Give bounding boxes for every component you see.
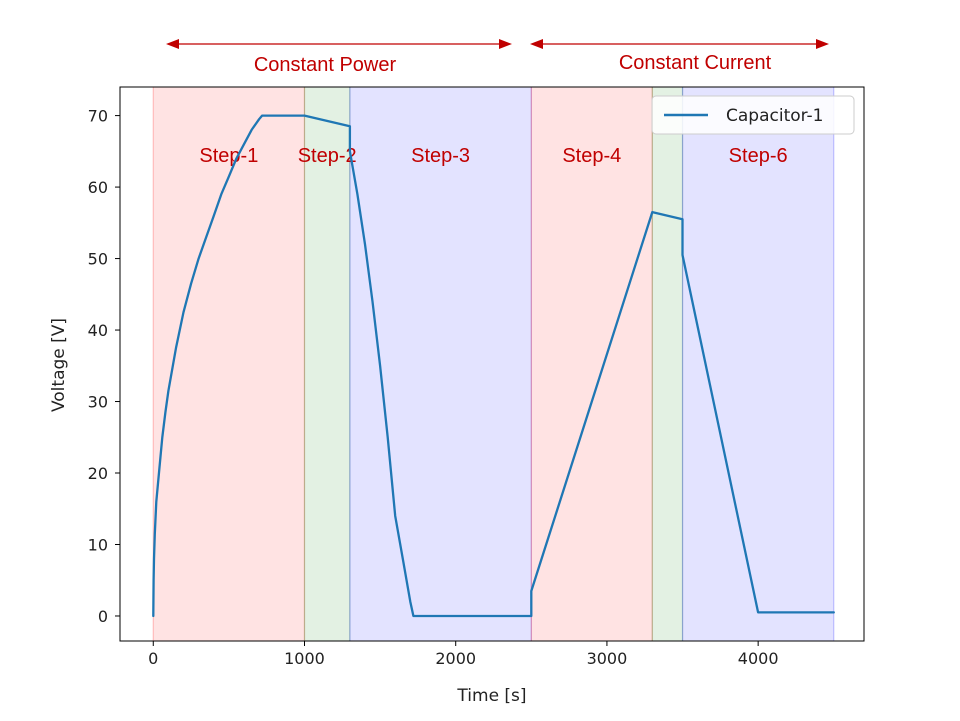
y-tick-label: 10	[88, 535, 108, 554]
step-region-4	[531, 87, 653, 641]
step-region-5	[652, 87, 683, 641]
x-tick-label: 2000	[435, 649, 476, 668]
plot-frame	[119, 86, 865, 642]
constant-current-arrowhead-right	[816, 39, 829, 49]
step-label-4: Step-4	[562, 145, 621, 167]
series-lines	[152, 114, 835, 618]
x-tick-label: 3000	[587, 649, 628, 668]
step-regions	[152, 87, 835, 641]
y-tick-label: 0	[98, 607, 108, 626]
x-tick-label: 0	[148, 649, 158, 668]
y-tick-label: 30	[88, 393, 108, 412]
constant-power-label: Constant Power	[254, 54, 397, 76]
step-region-2	[304, 87, 350, 641]
y-tick-label: 40	[88, 321, 108, 340]
y-tick-label: 20	[88, 464, 108, 483]
x-tick-label: 1000	[284, 649, 325, 668]
constant-power-annotation: Constant Power	[166, 39, 512, 76]
tick-labels: 0 1000 2000 3000 4000 0 10 20 30 40 50 60 70	[88, 107, 779, 668]
y-tick-label: 50	[88, 250, 108, 269]
x-axis-label: Time [s]	[456, 686, 526, 706]
legend-box	[651, 95, 855, 135]
step-label-1: Step-1	[199, 145, 258, 167]
legend-label: Capacitor-1	[726, 106, 823, 126]
step-labels: Step-1 Step-2 Step-3 Step-4 Step-6	[199, 145, 787, 167]
step-region-6	[682, 87, 834, 641]
constant-power-arrowhead-left	[166, 39, 179, 49]
y-tick-label: 70	[88, 107, 108, 126]
constant-current-label: Constant Current	[619, 52, 772, 74]
step-region-3	[349, 87, 532, 641]
step-region-1	[153, 87, 305, 641]
y-tick-label: 60	[88, 178, 108, 197]
constant-power-arrowhead-right	[499, 39, 512, 49]
step-label-6: Step-6	[729, 145, 788, 167]
constant-current-annotation: Constant Current	[530, 39, 829, 74]
x-tick-label: 4000	[738, 649, 779, 668]
step-label-3: Step-3	[411, 145, 470, 167]
step-label-2: Step-2	[298, 145, 357, 167]
constant-current-arrowhead-left	[530, 39, 543, 49]
axes	[119, 86, 865, 642]
legend: Capacitor-1	[651, 95, 855, 135]
series-line-1	[152, 114, 835, 618]
y-axis-label: Voltage [V]	[49, 318, 69, 412]
